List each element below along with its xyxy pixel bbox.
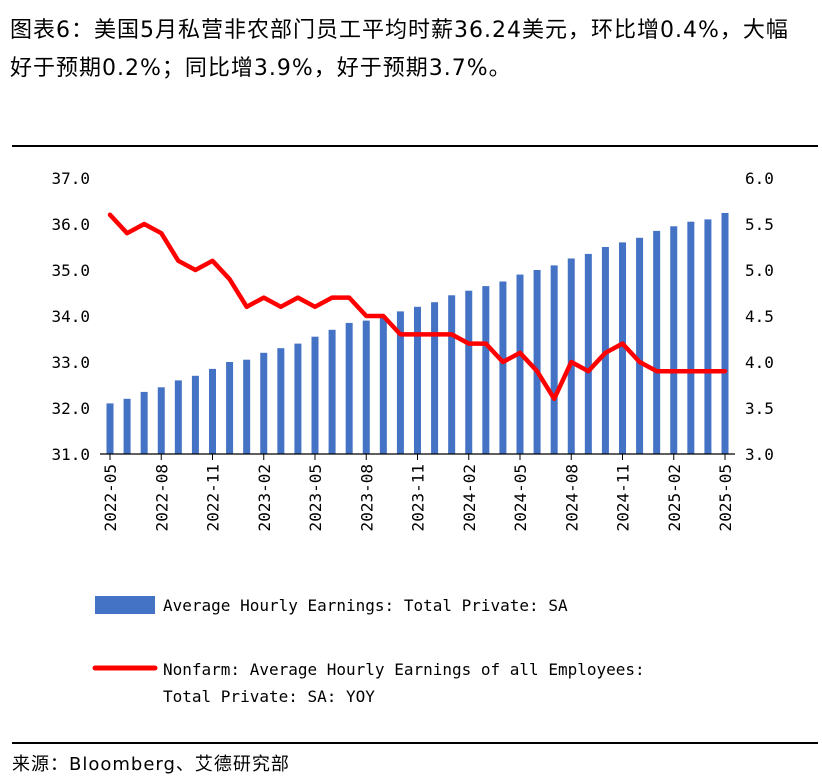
bar [636, 237, 644, 454]
right-tick-label: 3.0 [745, 445, 774, 464]
bar [516, 274, 524, 454]
bar [174, 380, 182, 454]
top-divider [12, 145, 818, 147]
right-tick-label: 4.5 [745, 307, 774, 326]
source-note: 来源：Bloomberg、艾德研究部 [12, 754, 290, 775]
right-tick-label: 6.0 [745, 169, 774, 188]
right-axis-ticks: 3.0 3.5 4.0 4.5 5.0 5.5 6.0 [745, 169, 774, 464]
right-tick-label: 3.5 [745, 399, 774, 418]
left-tick-label: 33.0 [51, 353, 90, 372]
bar [123, 398, 131, 454]
bar [396, 311, 404, 454]
bar [260, 352, 268, 454]
legend-bar-swatch [95, 596, 155, 614]
left-tick-label: 32.0 [51, 399, 90, 418]
bar [226, 362, 234, 454]
legend: Average Hourly Earnings: Total Private: … [92, 596, 645, 706]
legend-bar-label: Average Hourly Earnings: Total Private: … [163, 596, 568, 615]
x-tick-label: 2025-05 [716, 464, 735, 531]
right-tick-label: 4.0 [745, 353, 774, 372]
bar [704, 219, 712, 454]
x-tick-label: 2024-05 [511, 464, 530, 531]
x-tick-label: 2022-08 [152, 464, 171, 531]
chart: 31.0 32.0 33.0 34.0 35.0 36.0 37.0 3.0 3.5 4.0 4.… [51, 169, 774, 706]
bar [721, 212, 729, 454]
bar [243, 359, 251, 454]
bar [140, 391, 148, 454]
yoy-line [107, 212, 728, 402]
bar [550, 265, 558, 454]
bar [294, 343, 302, 454]
bar [106, 403, 114, 454]
bar [431, 302, 439, 454]
bar [499, 281, 507, 454]
bar [653, 230, 661, 454]
left-tick-label: 36.0 [51, 215, 90, 234]
x-tick-label: 2022-05 [101, 464, 120, 531]
x-axis-ticks: 2022-05 2022-08 2022-11 2023-02 2023-05 2023-… [101, 454, 735, 531]
x-tick-label: 2023-08 [357, 464, 376, 531]
x-tick-label: 2025-02 [665, 464, 684, 531]
left-tick-label: 37.0 [51, 169, 90, 188]
bar [619, 242, 626, 454]
bar [311, 336, 319, 454]
bar [584, 253, 592, 454]
bar [379, 316, 387, 454]
x-tick-label: 2023-05 [306, 464, 325, 531]
bar [482, 286, 490, 454]
x-tick-label: 2023-11 [409, 464, 428, 531]
bar [157, 387, 165, 454]
bar [533, 270, 541, 454]
right-tick-label: 5.5 [745, 215, 774, 234]
x-tick-label: 2024-08 [562, 464, 581, 531]
bottom-divider [12, 742, 818, 744]
bar [465, 290, 473, 454]
bar [209, 368, 216, 454]
line-series [107, 212, 728, 402]
bar [414, 306, 421, 454]
left-tick-label: 34.0 [51, 307, 90, 326]
x-tick-label: 2022-11 [204, 464, 223, 531]
bar [687, 221, 695, 454]
bar [567, 258, 575, 454]
right-tick-label: 5.0 [745, 261, 774, 280]
bar [191, 375, 199, 454]
left-tick-label: 35.0 [51, 261, 90, 280]
chart-title: 图表6：美国5月私营非农部门员工平均时薪36.24美元，环比增0.4%，大幅好于… [10, 18, 789, 81]
legend-line-label: Nonfarm: Average Hourly Earnings of all … [163, 660, 645, 679]
bar [277, 348, 285, 454]
x-tick-label: 2024-11 [614, 464, 633, 531]
x-tick-label: 2024-02 [460, 464, 479, 531]
bar [448, 295, 456, 454]
bar [362, 320, 370, 454]
legend-line-label: Total Private: SA: YOY [163, 687, 375, 706]
bar [328, 329, 336, 454]
x-tick-label: 2023-02 [255, 464, 274, 531]
left-axis-ticks: 31.0 32.0 33.0 34.0 35.0 36.0 37.0 [51, 169, 90, 464]
bar [345, 322, 353, 454]
left-tick-label: 31.0 [51, 445, 90, 464]
bar [670, 226, 678, 454]
